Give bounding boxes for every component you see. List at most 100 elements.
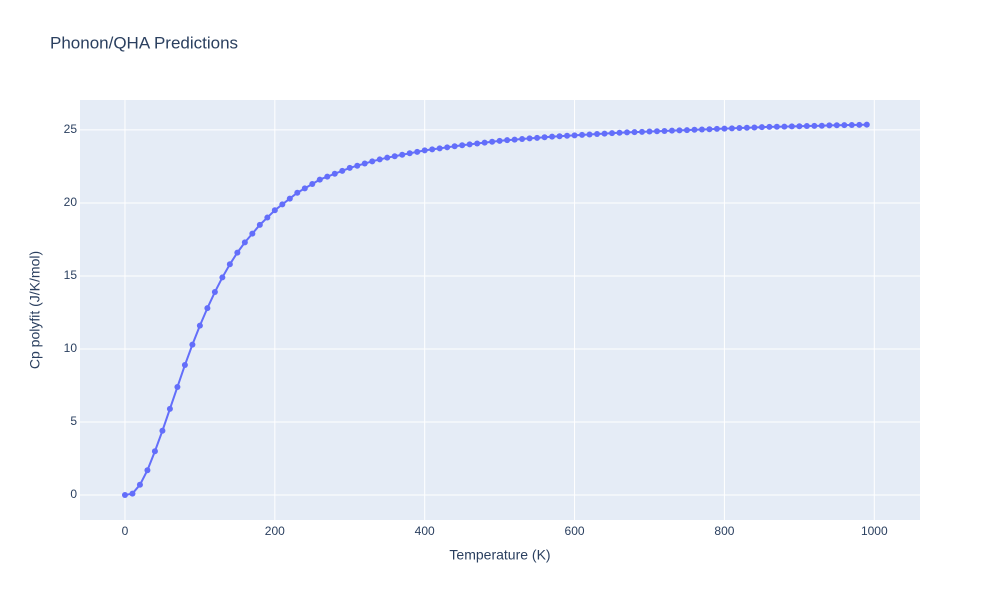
point	[211, 289, 218, 296]
point	[436, 145, 443, 152]
point	[609, 130, 616, 137]
y-tick-label: 15	[64, 268, 78, 282]
point	[594, 131, 601, 138]
point	[219, 274, 226, 281]
point	[841, 122, 848, 129]
point	[526, 135, 533, 142]
point	[331, 170, 338, 177]
point	[803, 122, 810, 129]
point	[324, 173, 331, 180]
x-tick-label: 600	[565, 524, 585, 538]
point	[451, 143, 458, 150]
point	[796, 123, 803, 130]
point	[129, 490, 136, 497]
point	[668, 127, 675, 134]
point	[151, 448, 158, 455]
point	[826, 122, 833, 129]
point	[189, 341, 196, 348]
point	[166, 405, 173, 412]
point	[249, 230, 256, 237]
point	[624, 129, 631, 136]
y-tick-label: 10	[64, 341, 78, 355]
point	[159, 427, 166, 434]
point	[616, 129, 623, 136]
point	[631, 129, 638, 136]
point	[683, 127, 690, 134]
series-line	[124, 123, 867, 497]
point	[564, 132, 571, 139]
point	[751, 124, 758, 131]
point	[661, 127, 668, 134]
point	[234, 249, 241, 256]
point	[414, 148, 421, 155]
point	[504, 137, 511, 144]
point	[541, 134, 548, 141]
x-tick-label: 0	[122, 524, 129, 538]
point	[556, 133, 563, 140]
point	[181, 362, 188, 369]
point	[781, 123, 788, 130]
point	[391, 153, 398, 160]
plot-area	[80, 100, 920, 520]
point	[579, 131, 586, 138]
point	[361, 160, 368, 167]
point	[294, 189, 301, 196]
point	[706, 126, 713, 133]
x-tick-label: 800	[714, 524, 734, 538]
point	[174, 383, 181, 390]
y-tick-label: 25	[64, 122, 78, 136]
y-tick-label: 5	[70, 414, 77, 428]
point	[773, 123, 780, 130]
point	[406, 150, 413, 157]
point	[421, 147, 428, 154]
point	[354, 162, 361, 169]
point	[376, 156, 383, 163]
point	[226, 261, 233, 268]
point	[496, 137, 503, 144]
point	[638, 128, 645, 135]
point	[721, 125, 728, 132]
point	[519, 135, 526, 142]
point	[474, 140, 481, 147]
point	[713, 125, 720, 132]
point	[818, 122, 825, 129]
point	[369, 158, 376, 165]
point	[571, 132, 578, 139]
point	[511, 136, 518, 143]
point	[691, 126, 698, 133]
point	[646, 128, 653, 135]
x-tick-label: 1000	[861, 524, 888, 538]
chart-title: Phonon/QHA Predictions	[50, 33, 238, 52]
point	[241, 239, 248, 246]
point	[279, 201, 286, 208]
point	[301, 185, 308, 192]
point	[586, 131, 593, 138]
point	[481, 139, 488, 146]
point	[399, 151, 406, 158]
point	[144, 467, 151, 474]
point	[736, 125, 743, 132]
point	[444, 144, 451, 151]
point	[549, 133, 556, 140]
point	[863, 121, 870, 128]
point	[653, 128, 660, 135]
point	[833, 122, 840, 129]
point	[676, 127, 683, 134]
point	[459, 142, 466, 149]
point	[346, 164, 353, 171]
point	[316, 176, 323, 183]
point	[384, 154, 391, 161]
point	[788, 123, 795, 130]
x-tick-label: 200	[265, 524, 285, 538]
point	[271, 207, 278, 214]
point	[204, 305, 211, 312]
x-axis-title: Temperature (K)	[449, 547, 550, 563]
point	[339, 167, 346, 174]
point	[856, 121, 863, 128]
x-tick-label: 400	[415, 524, 435, 538]
point	[743, 124, 750, 131]
point	[196, 322, 203, 329]
point	[811, 122, 818, 129]
point	[309, 180, 316, 187]
